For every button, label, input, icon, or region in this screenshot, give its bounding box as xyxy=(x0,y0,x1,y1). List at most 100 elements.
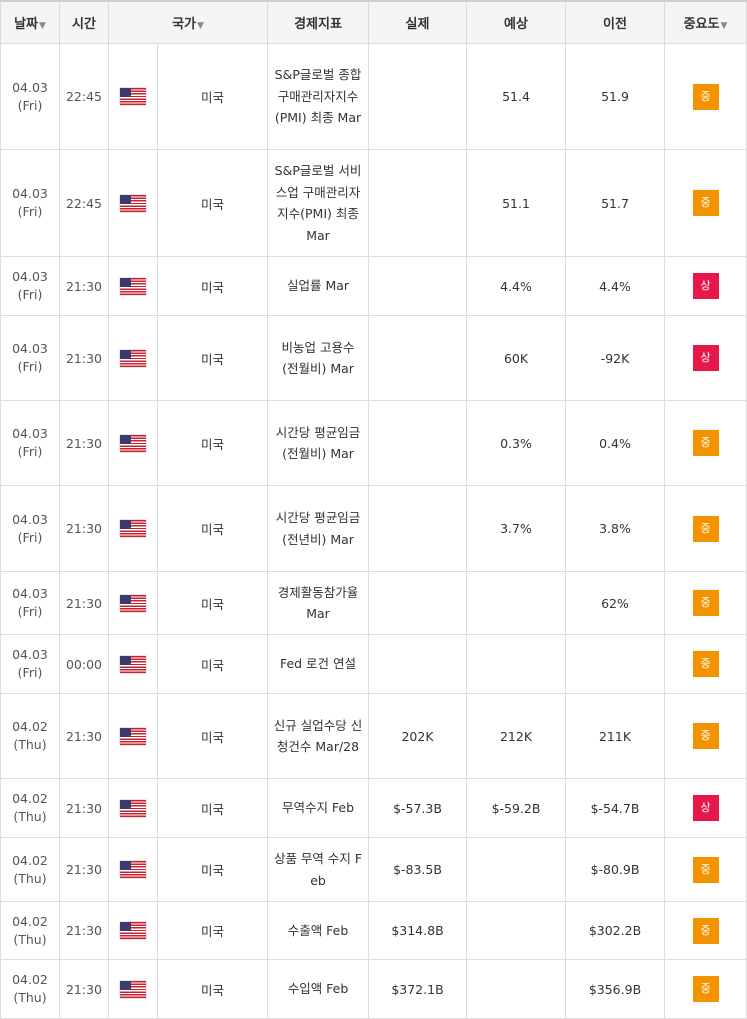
header-previous: 이전 xyxy=(565,0,665,44)
importance-cell: 중 xyxy=(664,634,747,694)
forecast-cell xyxy=(466,959,566,1019)
date-value: 04.03 xyxy=(12,511,48,527)
indicator-cell[interactable]: 수출액 Feb xyxy=(267,901,369,960)
date-cell: 04.03 (Fri) xyxy=(0,315,60,401)
importance-badge: 중 xyxy=(692,976,719,1002)
time-cell: 21:30 xyxy=(59,959,109,1019)
header-country[interactable]: 국가▼ xyxy=(108,0,268,44)
table-row[interactable]: 04.03 (Fri) 00:00 미국 Fed 로건 연설 중 xyxy=(0,634,747,694)
actual-cell: 202K xyxy=(368,693,467,779)
us-flag-icon xyxy=(120,349,146,367)
table-row[interactable]: 04.02 (Thu) 21:30 미국 무역수지 Feb $-57.3B $-59.2B $… xyxy=(0,778,747,838)
date-value: 04.03 xyxy=(12,79,48,95)
date-value: 04.02 xyxy=(12,791,48,806)
importance-cell: 중 xyxy=(664,400,747,486)
table-row[interactable]: 04.03 (Fri) 22:45 미국 S&P글로벌 서비스업 구매관리자지수(PMI… xyxy=(0,149,747,257)
previous-cell: $356.9B xyxy=(565,959,665,1019)
day-value: (Fri) xyxy=(17,604,43,619)
table-row[interactable]: 04.03 (Fri) 21:30 미국 시간당 평균임금 (전월비) Mar 0.3% 0… xyxy=(0,400,747,486)
sort-down-icon: ▼ xyxy=(39,21,46,31)
us-flag-icon xyxy=(120,980,146,998)
previous-cell: 62% xyxy=(565,571,665,635)
table-row[interactable]: 04.03 (Fri) 21:30 미국 시간당 평균임금 (전년비) Mar 3.7% 3… xyxy=(0,485,747,572)
country-cell: 미국 xyxy=(157,149,268,257)
indicator-cell[interactable]: 상품 무역 수지 Feb xyxy=(267,837,369,902)
previous-cell: 51.9 xyxy=(565,43,665,150)
country-cell: 미국 xyxy=(157,634,268,694)
time-cell: 21:30 xyxy=(59,315,109,401)
us-flag-icon xyxy=(120,520,146,537)
indicator-cell[interactable]: S&P글로벌 서비스업 구매관리자지수(PMI) 최종 Mar xyxy=(267,149,369,257)
importance-badge: 상 xyxy=(692,345,719,371)
indicator-cell[interactable]: 실업률 Mar xyxy=(267,256,369,316)
header-time: 시간 xyxy=(59,0,109,44)
table-row[interactable]: 04.02 (Thu) 21:30 미국 신규 실업수당 신청건수 Mar/28 202K… xyxy=(0,693,747,779)
actual-cell xyxy=(368,256,467,316)
indicator-cell[interactable]: 비농업 고용수 (전월비) Mar xyxy=(267,315,369,401)
previous-cell: 0.4% xyxy=(565,400,665,486)
date-value: 04.03 xyxy=(12,586,48,601)
day-value: (Thu) xyxy=(13,809,47,824)
table-row[interactable]: 04.02 (Thu) 21:30 미국 상품 무역 수지 Feb $-83.5B $-80… xyxy=(0,837,747,902)
header-date-label: 날짜 xyxy=(14,17,38,32)
importance-badge: 중 xyxy=(692,651,719,677)
sort-down-icon: ▼ xyxy=(197,21,204,31)
us-flag-icon xyxy=(120,88,146,105)
previous-cell xyxy=(565,634,665,694)
day-value: (Fri) xyxy=(17,204,43,219)
indicator-cell[interactable]: 신규 실업수당 신청건수 Mar/28 xyxy=(267,693,369,779)
day-value: (Fri) xyxy=(17,97,43,113)
forecast-cell: 60K xyxy=(466,315,566,401)
actual-cell xyxy=(368,400,467,486)
date-cell: 04.03 (Fri) xyxy=(0,149,60,257)
indicator-cell[interactable]: Fed 로건 연설 xyxy=(267,634,369,694)
actual-cell: $-83.5B xyxy=(368,837,467,902)
flag-cell xyxy=(108,149,158,257)
date-value: 04.02 xyxy=(12,972,48,987)
country-cell: 미국 xyxy=(157,400,268,486)
importance-badge: 중 xyxy=(692,723,719,749)
indicator-cell[interactable]: 무역수지 Feb xyxy=(267,778,369,838)
flag-cell xyxy=(108,256,158,316)
importance-cell: 상 xyxy=(664,778,747,838)
header-importance-label: 중요도 xyxy=(683,17,720,32)
table-row[interactable]: 04.02 (Thu) 21:30 미국 수출액 Feb $314.8B $302.2B 중 xyxy=(0,901,747,960)
flag-cell xyxy=(108,837,158,902)
previous-cell: $-80.9B xyxy=(565,837,665,902)
indicator-cell[interactable]: 수입액 Feb xyxy=(267,959,369,1019)
header-importance[interactable]: 중요도▼ xyxy=(664,0,747,44)
importance-badge: 중 xyxy=(692,856,719,883)
importance-badge: 중 xyxy=(692,590,719,616)
table-row[interactable]: 04.03 (Fri) 21:30 미국 경제활동참가율 Mar 62% 중 xyxy=(0,571,747,635)
indicator-cell[interactable]: 시간당 평균임금 (전년비) Mar xyxy=(267,485,369,572)
importance-cell: 중 xyxy=(664,901,747,960)
indicator-cell[interactable]: 시간당 평균임금 (전월비) Mar xyxy=(267,400,369,486)
country-cell: 미국 xyxy=(157,315,268,401)
date-value: 04.03 xyxy=(12,426,48,441)
date-cell: 04.02 (Thu) xyxy=(0,837,60,902)
time-cell: 21:30 xyxy=(59,571,109,635)
forecast-cell: 0.3% xyxy=(466,400,566,486)
header-country-label: 국가 xyxy=(172,17,196,32)
importance-cell: 중 xyxy=(664,837,747,902)
importance-badge: 중 xyxy=(692,190,719,216)
us-flag-icon xyxy=(120,861,146,878)
table-row[interactable]: 04.03 (Fri) 21:30 미국 비농업 고용수 (전월비) Mar 60K -92… xyxy=(0,315,747,401)
indicator-cell[interactable]: 경제활동참가율 Mar xyxy=(267,571,369,635)
date-cell: 04.03 (Fri) xyxy=(0,634,60,694)
importance-cell: 중 xyxy=(664,571,747,635)
importance-badge: 중 xyxy=(692,430,719,456)
header-row: 날짜▼ 시간 국가▼ 경제지표 실제 예상 이전 중요도▼ xyxy=(0,0,747,44)
table-row[interactable]: 04.03 (Fri) 22:45 미국 S&P글로벌 종합 구매관리자지수(PMI) … xyxy=(0,43,747,150)
forecast-cell: 51.4 xyxy=(466,43,566,150)
previous-cell: -92K xyxy=(565,315,665,401)
table-row[interactable]: 04.03 (Fri) 21:30 미국 실업률 Mar 4.4% 4.4% 상 xyxy=(0,256,747,316)
actual-cell xyxy=(368,634,467,694)
indicator-cell[interactable]: S&P글로벌 종합 구매관리자지수(PMI) 최종 Mar xyxy=(267,43,369,150)
table-row[interactable]: 04.02 (Thu) 21:30 미국 수입액 Feb $372.1B $356.9B 중 xyxy=(0,959,747,1019)
flag-cell xyxy=(108,571,158,635)
actual-cell xyxy=(368,43,467,150)
header-date[interactable]: 날짜▼ xyxy=(0,0,60,44)
actual-cell xyxy=(368,315,467,401)
forecast-cell: 51.1 xyxy=(466,149,566,257)
